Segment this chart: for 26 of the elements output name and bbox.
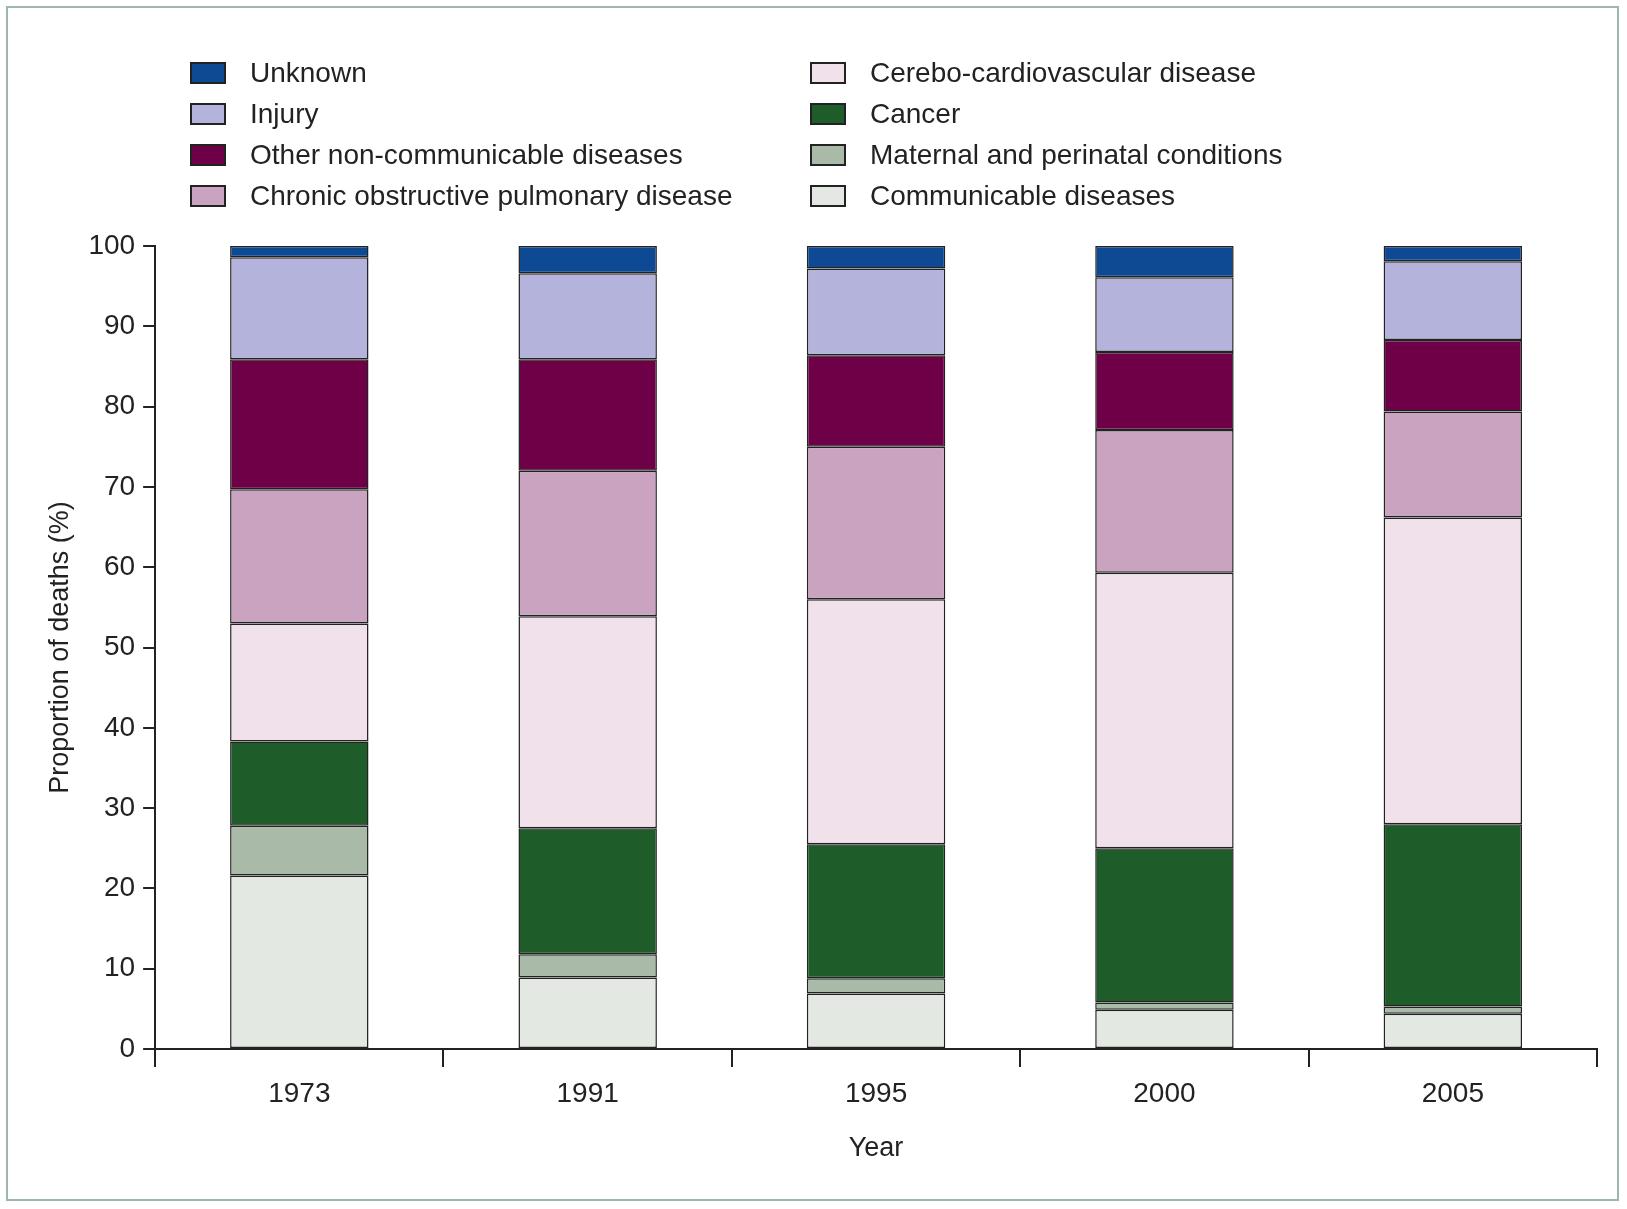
legend-label: Communicable diseases (870, 179, 1176, 212)
y-tick-label: 50 (103, 630, 136, 662)
legend-label: Cancer (870, 97, 961, 130)
y-tick-label: 60 (103, 549, 136, 581)
y-tick-label: 100 (88, 228, 136, 260)
y-tick-label: 30 (103, 790, 136, 822)
legend-label: Injury (250, 97, 319, 130)
legend-label: Cerebo-cardiovascular disease (870, 56, 1256, 89)
y-axis-title: Proportion of deaths (%) (43, 501, 74, 794)
y-tick-label: 10 (103, 951, 136, 983)
y-tick-label: 80 (103, 389, 136, 421)
x-axis-title: Year (848, 1132, 904, 1163)
x-tick-label: 1995 (844, 1076, 908, 1108)
legend-label: Chronic obstructive pulmonary disease (250, 179, 733, 212)
legend-label: Other non-communicable diseases (250, 138, 683, 171)
x-tick-label: 2005 (1421, 1076, 1484, 1108)
y-tick-label: 0 (119, 1031, 136, 1063)
y-tick-label: 40 (103, 710, 136, 742)
legend-label: Unknown (250, 56, 367, 89)
y-tick-label: 20 (103, 871, 136, 903)
legend-label: Maternal and perinatal conditions (870, 138, 1283, 171)
x-tick-label: 2000 (1133, 1076, 1196, 1108)
x-tick-label: 1973 (268, 1076, 331, 1108)
y-tick-label: 70 (103, 469, 136, 501)
x-tick-label: 1991 (556, 1076, 619, 1108)
y-tick-label: 90 (103, 309, 136, 341)
